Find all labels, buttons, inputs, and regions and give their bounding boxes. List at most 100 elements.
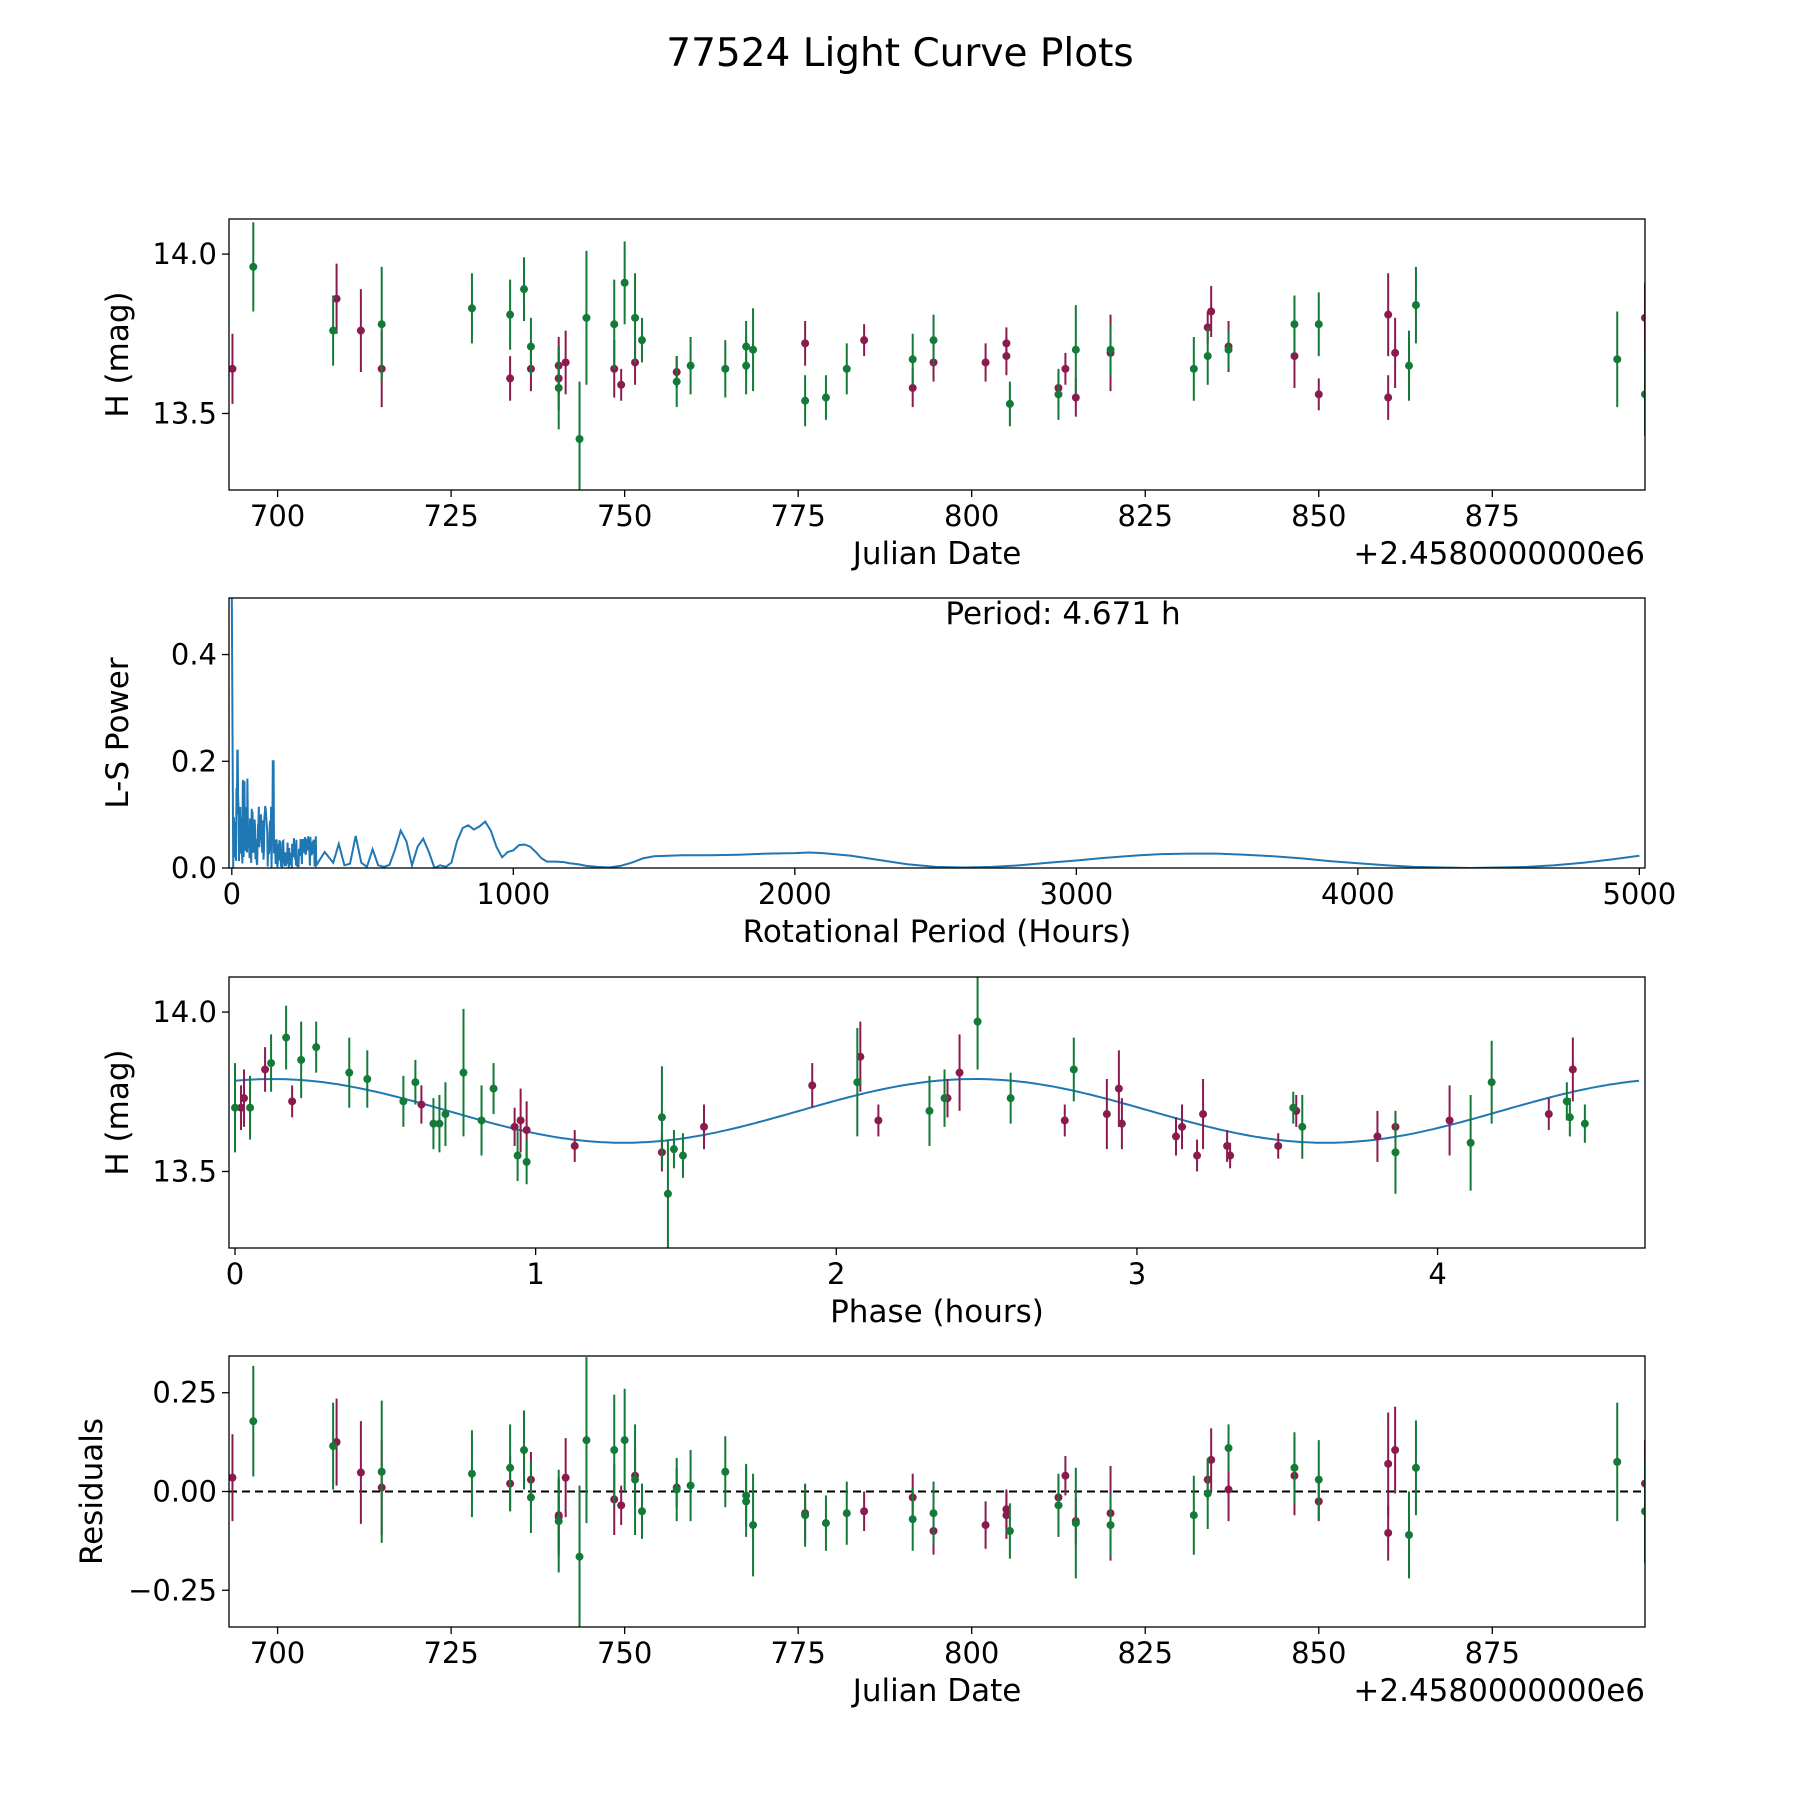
data-point: [561, 1473, 570, 1482]
data-point: [860, 336, 869, 345]
panel-residuals: 700 725 750 775 800 825 850 875 −0.25 0.00 0.25 Jul…: [74, 1355, 1646, 1709]
data-point: [1002, 339, 1011, 348]
axes-frame: [228, 597, 1646, 869]
x-tick-label: 4: [1428, 1257, 1446, 1291]
data-point: [749, 1521, 758, 1530]
data-point: [1223, 1141, 1232, 1150]
x-axis-label: Julian Date: [851, 536, 1022, 572]
data-point: [345, 1068, 354, 1077]
x-tick-label: 725: [423, 1636, 478, 1670]
data-point: [1466, 1138, 1475, 1147]
x-axis-label: Phase (hours): [830, 1294, 1044, 1330]
plot-area: [230, 598, 1640, 868]
data-point: [908, 1515, 917, 1524]
data-point: [1290, 352, 1299, 361]
data-point: [1298, 1122, 1307, 1131]
x-tick-label: 825: [1118, 499, 1173, 533]
data-point: [908, 383, 917, 392]
y-tick-label: 0.0: [171, 851, 217, 885]
data-point: [575, 1552, 584, 1561]
data-point: [686, 361, 695, 370]
data-point: [1054, 390, 1063, 399]
data-point: [1060, 1116, 1069, 1125]
data-point: [1224, 1444, 1233, 1453]
data-point: [506, 374, 515, 383]
data-point: [908, 355, 917, 364]
series-red-band: [237, 1021, 1577, 1172]
plot-area: [229, 222, 1645, 490]
data-point: [297, 1055, 306, 1064]
model-curve: [234, 1077, 1640, 1144]
x-tick-label: 0: [226, 1257, 244, 1291]
data-point: [678, 1151, 687, 1160]
axes-frame: [228, 218, 1646, 491]
data-point: [356, 326, 365, 335]
data-point: [1613, 1457, 1622, 1466]
data-point: [513, 1151, 522, 1160]
data-point: [1207, 1455, 1216, 1464]
data-point: [821, 1519, 830, 1528]
data-point: [506, 310, 515, 319]
data-point: [1544, 1110, 1553, 1119]
data-point: [1384, 393, 1393, 402]
y-axis-label: Residuals: [74, 1418, 110, 1565]
data-point: [1411, 1463, 1420, 1472]
data-point: [1071, 393, 1080, 402]
panels: 700 725 750 775 800 825 850 875 13.5 14.0 Julian D…: [74, 218, 1676, 1709]
data-point: [1117, 1119, 1126, 1128]
data-point: [489, 1084, 498, 1093]
data-point: [441, 1110, 450, 1119]
data-point: [1005, 399, 1014, 408]
x-tick-label: 775: [770, 499, 825, 533]
data-point: [459, 1068, 468, 1077]
data-point: [1314, 1475, 1323, 1484]
data-point: [801, 396, 810, 405]
data-point: [672, 1485, 681, 1494]
y-tick-label: 14.0: [152, 995, 217, 1029]
data-point: [582, 1436, 591, 1445]
data-point: [1199, 1110, 1208, 1119]
data-point: [1445, 1116, 1454, 1125]
data-point: [801, 1511, 810, 1520]
data-point: [1071, 1519, 1080, 1528]
data-point: [1373, 1132, 1382, 1141]
series-green-band: [249, 1357, 1645, 1627]
data-point: [1290, 320, 1299, 329]
x-tick-label: 750: [597, 499, 652, 533]
data-point: [657, 1113, 666, 1122]
x-tick-label: 825: [1118, 1636, 1173, 1670]
data-point: [721, 364, 730, 373]
data-point: [669, 1145, 678, 1154]
x-tick-label: 2000: [758, 877, 832, 911]
data-point: [1384, 310, 1393, 319]
data-point: [1102, 1110, 1111, 1119]
data-point: [1391, 348, 1400, 357]
y-tick-label: 0.00: [152, 1475, 217, 1509]
data-point: [1069, 1065, 1078, 1074]
data-point: [282, 1033, 291, 1042]
data-point: [429, 1119, 438, 1128]
data-point: [1487, 1078, 1496, 1087]
data-point: [249, 262, 258, 271]
data-point: [742, 361, 751, 370]
y-tick-label: 0.4: [171, 638, 217, 672]
data-point: [610, 320, 619, 329]
period-annotation: Period: 4.671 h: [945, 596, 1180, 632]
y-tick-label: 14.0: [152, 237, 217, 271]
data-point: [955, 1068, 964, 1077]
data-point: [1224, 345, 1233, 354]
data-point: [1106, 1521, 1115, 1530]
series-green-band: [231, 977, 1589, 1248]
data-point: [516, 1116, 525, 1125]
data-point: [267, 1059, 276, 1068]
x-tick-label: 0: [223, 877, 241, 911]
y-tick-label: 0.2: [171, 744, 217, 778]
data-point: [377, 320, 386, 329]
data-point: [229, 364, 237, 373]
y-axis-label: H (mag): [100, 291, 136, 417]
data-point: [1568, 1065, 1577, 1074]
data-point: [526, 1493, 535, 1502]
data-point: [520, 1446, 528, 1455]
data-point: [1641, 313, 1645, 322]
